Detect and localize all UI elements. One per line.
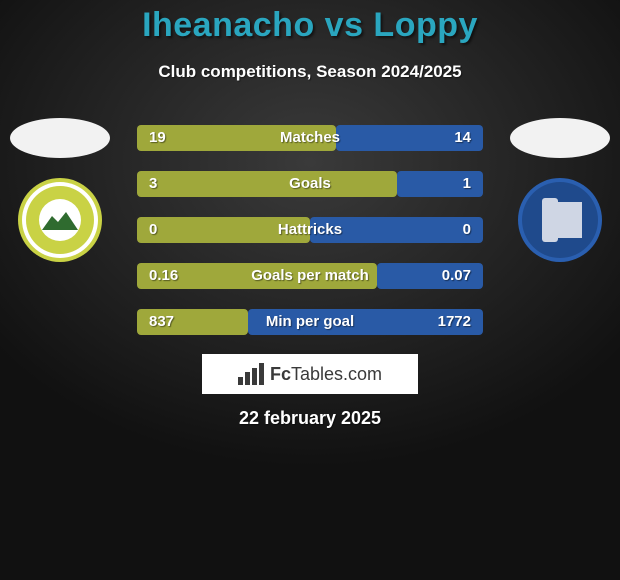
club-badge-right xyxy=(518,178,602,262)
brand-bold: Fc xyxy=(270,364,291,384)
club-left-inner xyxy=(39,199,81,241)
page-title: Iheanacho vs Loppy xyxy=(0,6,620,45)
tower-icon xyxy=(558,202,582,238)
subtitle: Club competitions, Season 2024/2025 xyxy=(0,62,620,82)
stat-row: 0.160.07Goals per match xyxy=(137,263,483,289)
stat-row: 31Goals xyxy=(137,171,483,197)
stat-row: 00Hattricks xyxy=(137,217,483,243)
club-left-outer xyxy=(26,186,94,254)
bars-icon xyxy=(238,363,264,385)
club-badge-left xyxy=(18,178,102,262)
player-avatar-left xyxy=(10,118,110,158)
stat-bars: 1914Matches 31Goals 00Hattricks 0.160.07Goa… xyxy=(137,125,483,355)
stat-label: Matches xyxy=(137,125,483,151)
date-label: 22 february 2025 xyxy=(0,408,620,429)
club-right-shield xyxy=(522,182,598,258)
stat-label: Goals xyxy=(137,171,483,197)
stat-label: Hattricks xyxy=(137,217,483,243)
brand-thin: Tables.com xyxy=(291,364,382,384)
stat-row: 8371772Min per goal xyxy=(137,309,483,335)
stat-row: 1914Matches xyxy=(137,125,483,151)
branding: FcTables.com xyxy=(202,354,418,394)
player-avatar-right xyxy=(510,118,610,158)
stat-label: Goals per match xyxy=(137,263,483,289)
comparison-card: Iheanacho vs Loppy Club competitions, Se… xyxy=(0,0,620,580)
stat-label: Min per goal xyxy=(137,309,483,335)
hill-icon xyxy=(42,210,78,230)
pillar-icon xyxy=(542,198,558,242)
